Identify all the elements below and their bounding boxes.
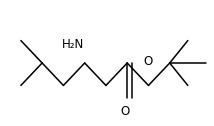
- Text: O: O: [144, 55, 153, 68]
- Text: H₂N: H₂N: [62, 38, 84, 51]
- Text: O: O: [120, 105, 130, 118]
